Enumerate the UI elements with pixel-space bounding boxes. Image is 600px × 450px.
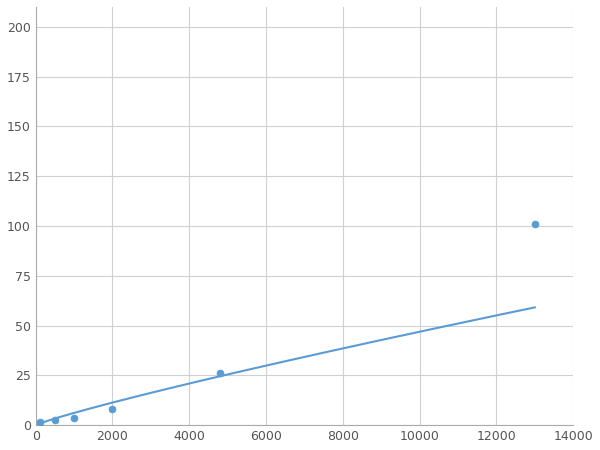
Point [215,370,225,377]
Point [107,405,117,413]
Point [530,220,539,228]
Point [35,418,44,426]
Point [69,414,79,422]
Point [50,417,59,424]
